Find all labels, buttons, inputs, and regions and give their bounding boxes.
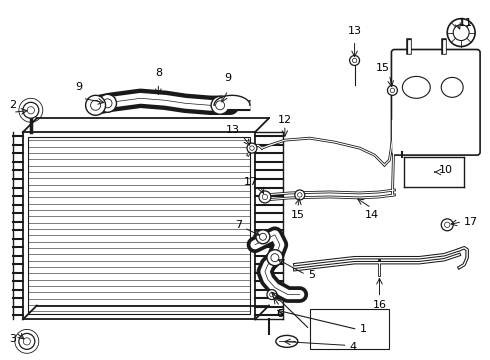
Circle shape bbox=[390, 88, 394, 93]
Text: 10: 10 bbox=[439, 165, 453, 175]
Text: 7: 7 bbox=[235, 220, 242, 230]
Circle shape bbox=[447, 19, 475, 46]
Circle shape bbox=[216, 101, 224, 110]
Text: 3: 3 bbox=[9, 334, 16, 345]
Text: 8: 8 bbox=[155, 68, 162, 78]
Text: 15: 15 bbox=[291, 210, 305, 220]
Polygon shape bbox=[214, 95, 250, 105]
Circle shape bbox=[23, 102, 39, 118]
Circle shape bbox=[388, 85, 397, 95]
Circle shape bbox=[98, 94, 117, 112]
Circle shape bbox=[103, 99, 112, 108]
Circle shape bbox=[259, 191, 271, 203]
Circle shape bbox=[211, 96, 229, 114]
Circle shape bbox=[270, 292, 274, 297]
Bar bbox=[23, 132, 255, 319]
Circle shape bbox=[27, 107, 34, 114]
Circle shape bbox=[444, 222, 450, 228]
Circle shape bbox=[247, 143, 257, 153]
Circle shape bbox=[86, 95, 105, 115]
Text: 13: 13 bbox=[347, 26, 362, 36]
Text: 1: 1 bbox=[360, 324, 367, 334]
Circle shape bbox=[259, 233, 267, 240]
Circle shape bbox=[19, 333, 35, 349]
Ellipse shape bbox=[441, 77, 463, 97]
Text: 6: 6 bbox=[276, 310, 283, 319]
Text: 4: 4 bbox=[349, 342, 357, 352]
Bar bbox=[28, 137, 250, 315]
Text: 12: 12 bbox=[278, 115, 292, 125]
Text: 17: 17 bbox=[244, 177, 258, 187]
Circle shape bbox=[271, 254, 279, 262]
Circle shape bbox=[23, 338, 30, 345]
Text: 2: 2 bbox=[9, 100, 17, 110]
Ellipse shape bbox=[276, 336, 298, 347]
Bar bbox=[310, 310, 390, 349]
Circle shape bbox=[352, 58, 357, 63]
Text: 11: 11 bbox=[459, 18, 473, 28]
Text: 9: 9 bbox=[224, 73, 232, 84]
Text: 16: 16 bbox=[372, 300, 387, 310]
Circle shape bbox=[295, 190, 305, 200]
Circle shape bbox=[297, 193, 302, 197]
Text: 13: 13 bbox=[226, 125, 240, 135]
Circle shape bbox=[349, 55, 360, 66]
Circle shape bbox=[256, 230, 270, 244]
Circle shape bbox=[441, 219, 453, 231]
Circle shape bbox=[453, 24, 469, 41]
Circle shape bbox=[91, 100, 100, 110]
Text: 14: 14 bbox=[365, 210, 379, 220]
Text: 15: 15 bbox=[375, 63, 390, 73]
Circle shape bbox=[267, 250, 283, 266]
Circle shape bbox=[267, 289, 277, 300]
FancyBboxPatch shape bbox=[392, 50, 480, 155]
Ellipse shape bbox=[402, 76, 430, 98]
Circle shape bbox=[250, 146, 254, 150]
Circle shape bbox=[262, 194, 268, 200]
Text: 5: 5 bbox=[308, 270, 315, 280]
Text: 9: 9 bbox=[75, 82, 82, 92]
Text: 17: 17 bbox=[464, 217, 478, 227]
